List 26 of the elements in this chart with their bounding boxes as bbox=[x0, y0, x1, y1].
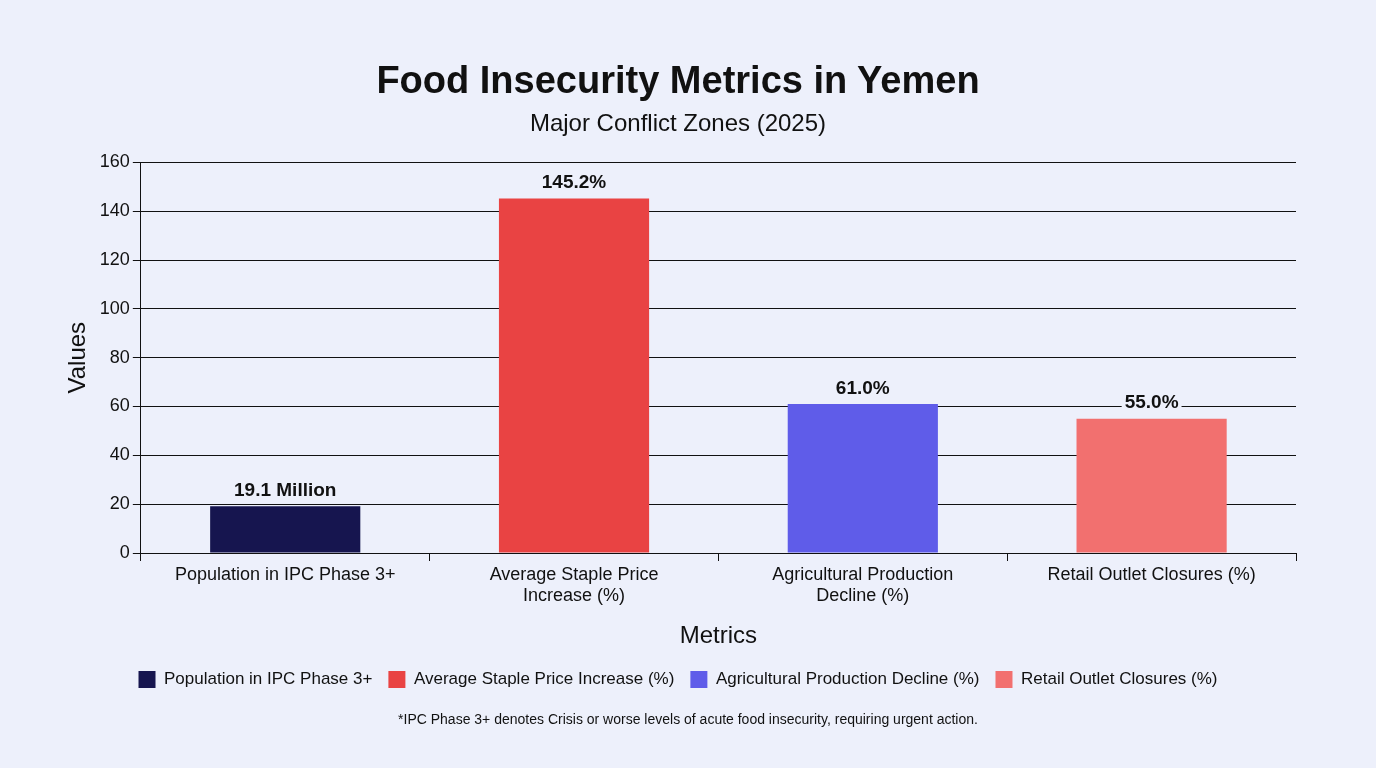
data-label: 61.0% bbox=[835, 376, 890, 398]
y-tick-label: 0 bbox=[119, 541, 130, 562]
y-tick-label: 120 bbox=[99, 249, 130, 270]
y-tick-label: 60 bbox=[109, 395, 130, 416]
x-tick-label: Average Staple Price Increase (%) bbox=[489, 563, 659, 606]
legend-label: Retail Outlet Closures (%) bbox=[1020, 669, 1218, 689]
chart-title: Food Insecurity Metrics in Yemen bbox=[376, 59, 980, 102]
legend-label: Population in IPC Phase 3+ bbox=[164, 669, 373, 689]
legend-label: Agricultural Production Decline (%) bbox=[715, 669, 980, 689]
y-tick-label: 160 bbox=[99, 151, 130, 172]
data-label: 55.0% bbox=[1124, 391, 1179, 413]
data-label: 19.1 Million bbox=[234, 479, 337, 501]
y-tick-label: 80 bbox=[109, 346, 130, 367]
y-tick-label: 140 bbox=[99, 200, 130, 221]
x-tick-label: Population in IPC Phase 3+ bbox=[174, 563, 396, 584]
legend-label: Average Staple Price Increase (%) bbox=[413, 669, 675, 689]
x-axis-title: Metrics bbox=[679, 621, 758, 649]
y-tick-label: 20 bbox=[109, 493, 130, 514]
chart-subtitle: Major Conflict Zones (2025) bbox=[529, 108, 827, 136]
y-tick-label: 40 bbox=[109, 444, 130, 465]
text: *IPC Phase 3+ denotes Crisis or worse levels of acute food insecurity, requiring urgent action. bbox=[398, 710, 978, 727]
y-tick-label: 100 bbox=[99, 297, 130, 318]
x-tick-label: Retail Outlet Closures (%) bbox=[1047, 563, 1256, 584]
y-axis-title: Values bbox=[63, 321, 91, 394]
data-label: 145.2% bbox=[541, 171, 607, 193]
x-tick-label: Agricultural Production Decline (%) bbox=[772, 563, 954, 606]
